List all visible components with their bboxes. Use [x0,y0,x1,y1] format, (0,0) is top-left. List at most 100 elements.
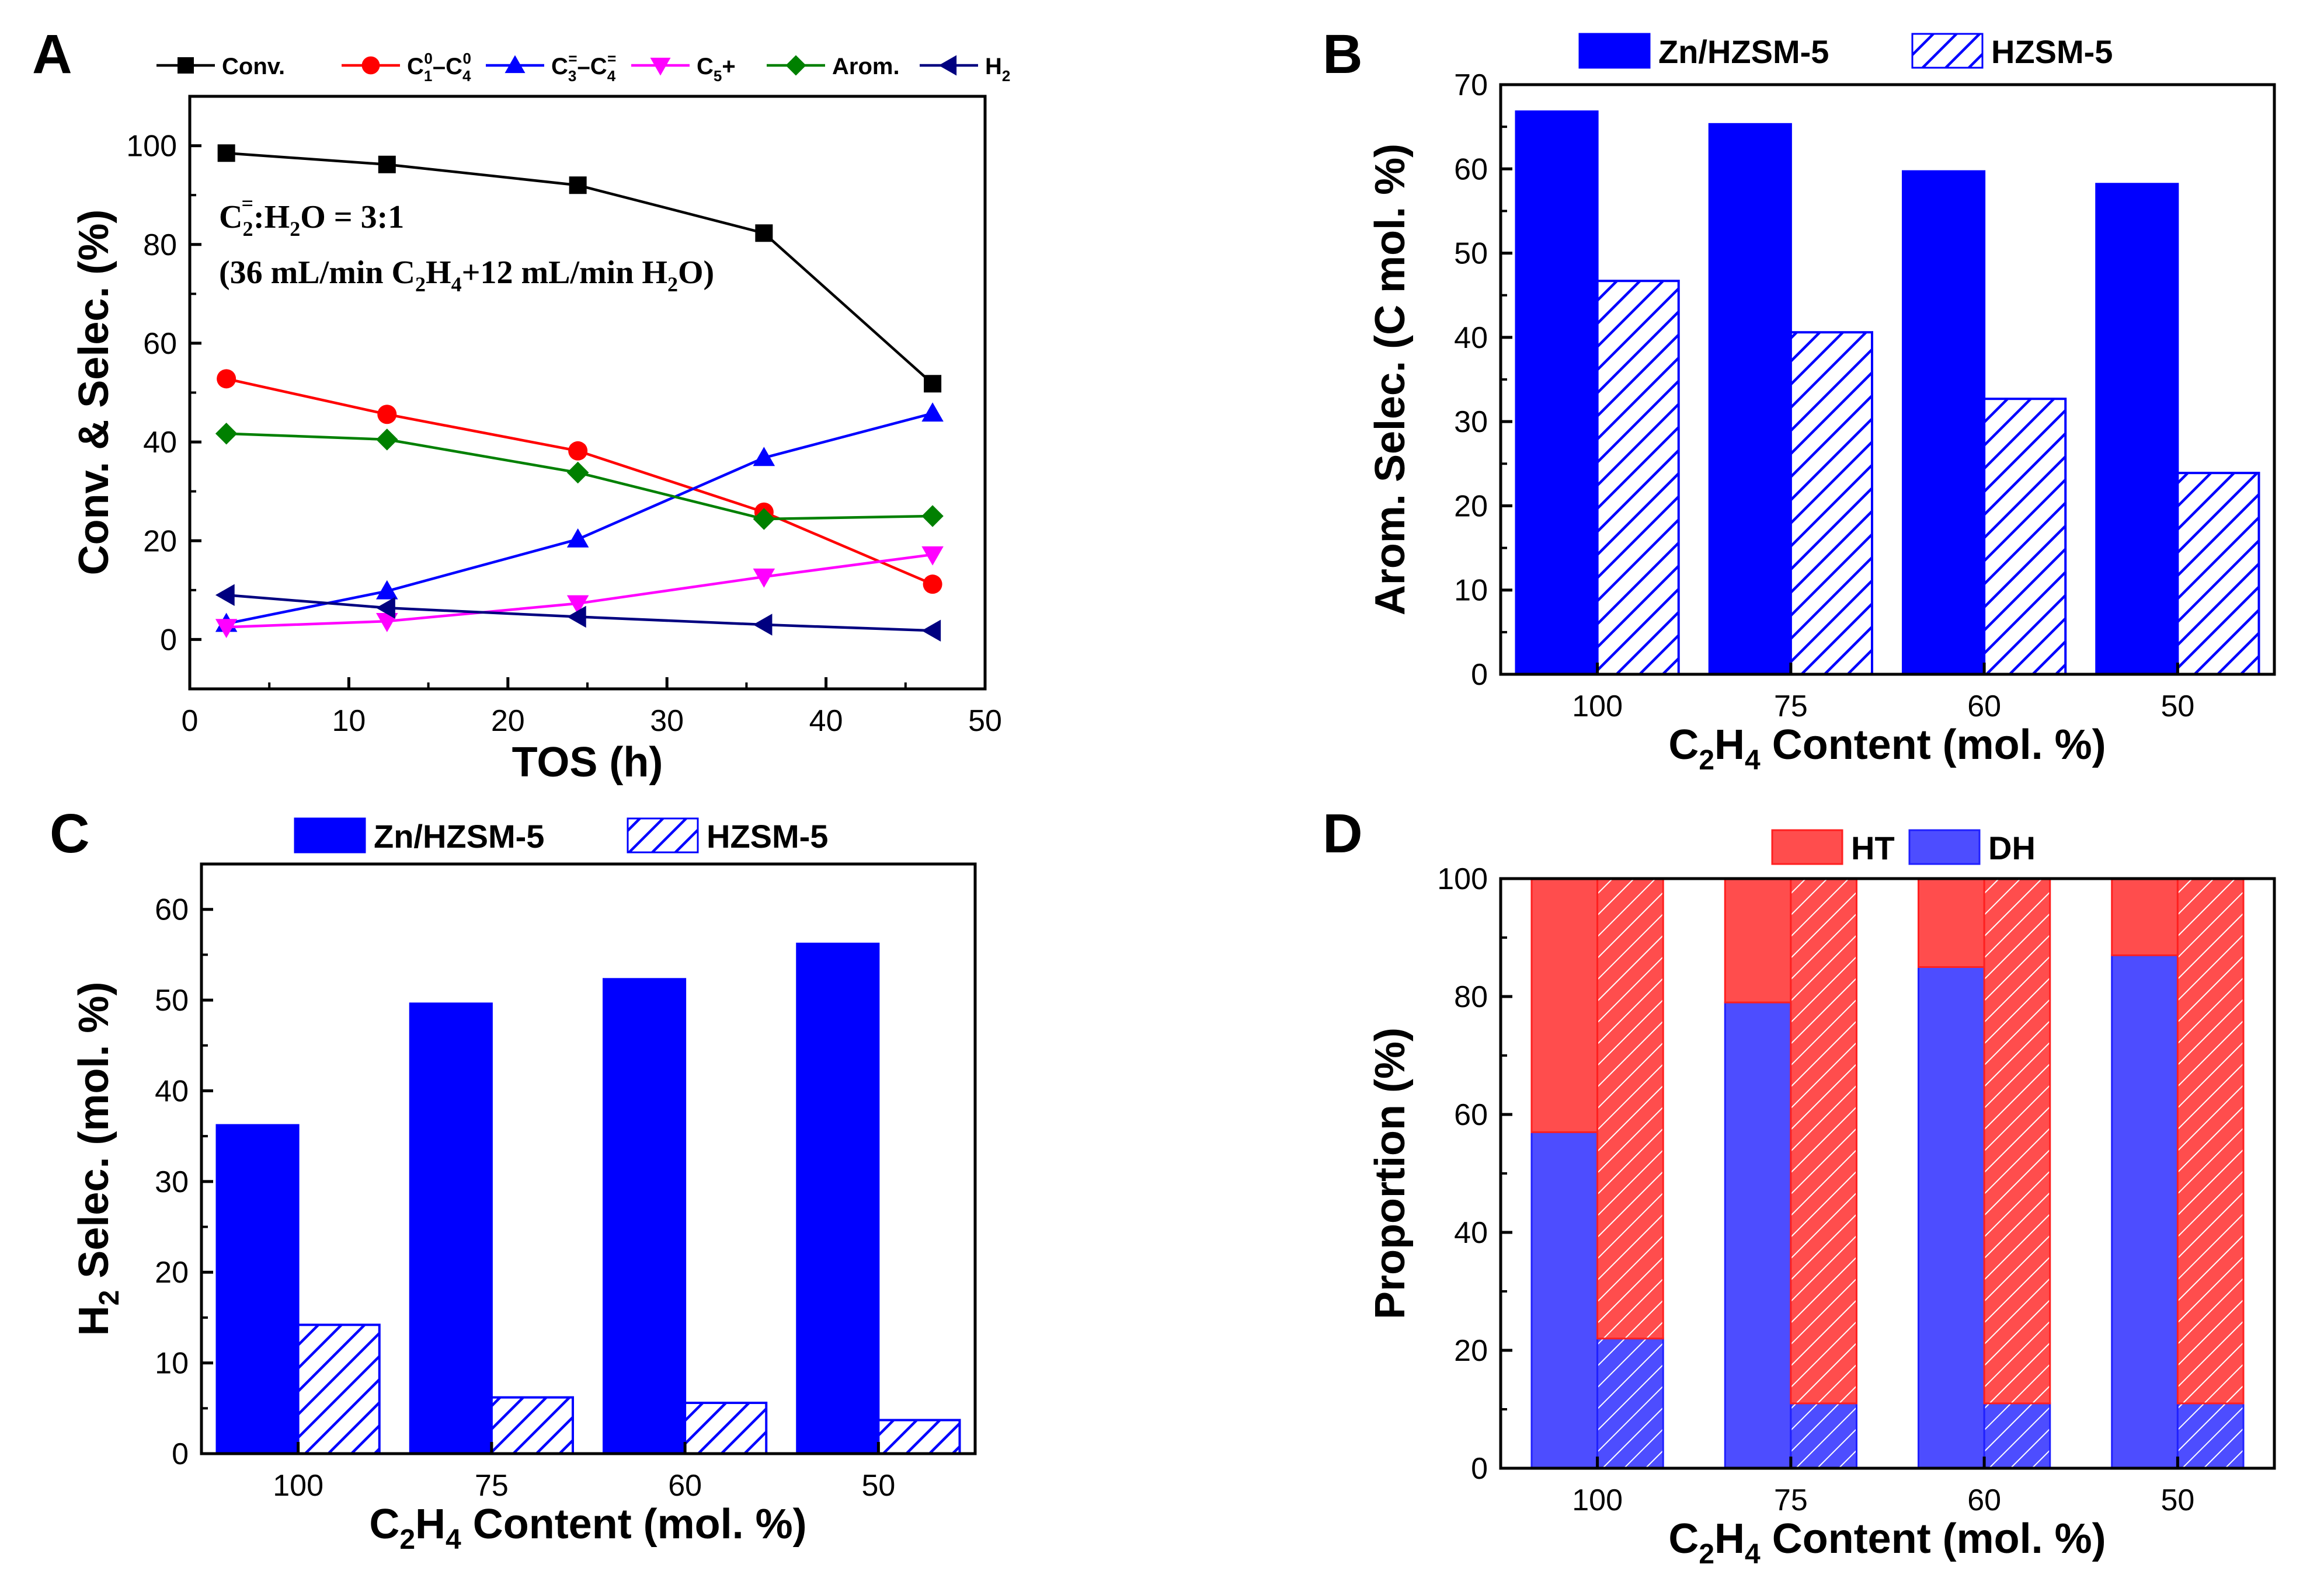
panel-b-y-tick-label: 10 [1454,574,1488,608]
panel-c-y-tick-label: 0 [172,1437,189,1471]
panel-c-y-tick-label: 30 [155,1165,189,1199]
panel-c-bar-hzsm5 [877,1419,961,1455]
panel-b-legend: Zn/HZSM-5 HZSM-5 [1578,33,2113,70]
panel-c-bar-zn-hzsm5 [409,1002,493,1455]
panel-a-legend-marker [505,55,526,74]
panel-a-annotation-line1: C2=:H2O = 3:1 [219,191,404,241]
panel-c-x-axis-label: C2H4 Content (mol. %) [369,1501,806,1555]
panel-label-d: D [1323,803,1363,865]
panel-a-legend-label: C5+ [697,54,736,85]
panel-d-bar-ht [2176,877,2245,1405]
panel-c-x-tick-label: 100 [273,1469,323,1503]
panel-b-y-tick-label: 40 [1454,321,1488,355]
panel-a-data-point [378,155,396,173]
panel-a-data-point [566,461,589,484]
panel-b-y-tick-label: 30 [1454,405,1488,439]
panel-a-y-axis-label: Conv. & Selec. (%) [71,210,117,576]
panel-a-axes: 0 10 20 30 40 50 0 20 40 60 80 100 [126,130,1002,738]
panel-d-bar-ht [1983,877,2051,1405]
panel-a-plot-frame [188,95,987,691]
legend-label-hzsm5: HZSM-5 [1991,33,2113,70]
panel-b-bars [1515,110,2260,676]
panel-a-data-point [215,584,235,607]
panel-c-bar-zn-hzsm5 [603,978,687,1455]
panel-d-y-axis-label: Proportion (%) [1367,1027,1414,1319]
legend-swatch-hzsm5 [1911,33,1984,69]
panel-a-data-point [921,619,941,642]
panel-c-plot-frame [200,862,977,1455]
panel-b-x-tick-label: 75 [1774,689,1808,723]
panel-label-c: C [50,803,90,865]
panel-a-data-point [566,528,589,548]
panel-b-y-tick-label: 60 [1454,152,1488,186]
panel-d-x-tick-label: 100 [1572,1483,1623,1517]
panel-a-data-point [376,597,395,619]
legend-swatch-zn-hzsm5 [1578,33,1651,69]
legend-label-ht: HT [1851,830,1895,866]
panel-b-axes: 0 10 20 30 40 50 60 70 100 75 60 50 [1454,68,2194,723]
panel-a-x-axis-label: TOS (h) [512,739,663,786]
legend-label-zn-hzsm5: Zn/HZSM-5 [374,818,544,855]
panel-c-bar-chart: Zn/HZSM-5 HZSM-5 0 10 20 30 40 50 60 100 75 60 50 C… [71,817,977,1555]
panel-d-x-tick-label: 75 [1774,1483,1808,1517]
panel-d-bar-dh [2176,1402,2245,1469]
panel-d-x-tick-label: 50 [2161,1483,2194,1517]
panel-a-x-tick-label: 50 [968,704,1002,738]
panel-b-x-axis-label: C2H4 Content (mol. %) [1668,722,2106,776]
panel-c-y-tick-label: 50 [155,984,189,1018]
panel-b-x-tick-label: 50 [2161,689,2194,723]
panel-a-x-tick-label: 20 [491,704,525,738]
panel-d-axes: 0 20 40 60 80 100 100 75 60 50 [1437,862,2194,1517]
panel-b-y-tick-label: 50 [1454,237,1488,271]
panel-a-legend-marker [361,56,380,75]
panel-a-legend-marker [178,57,194,74]
panel-a-data-point [921,546,944,566]
panel-a-data-point [215,619,238,639]
panel-b-bar-hzsm5 [2176,472,2260,676]
panel-d-x-axis-label: C2H4 Content (mol. %) [1668,1516,2106,1570]
panel-d-bar-ht [1530,877,1599,1133]
panel-a-x-tick-label: 0 [182,704,199,738]
panel-a-data-point [568,441,588,461]
panel-a-legend-marker [938,55,957,76]
panel-a-line-chart: Conv. C10–C40 C3=–C4= C5+ Arom. H2 0 10 20 30 40 5… [71,50,1010,786]
panel-a-data-point [566,605,586,628]
panel-d-y-tick-label: 60 [1454,1098,1488,1132]
panel-a-data-point [753,447,775,466]
panel-a-legend-marker [785,55,806,76]
panel-a-x-tick-label: 30 [650,704,684,738]
panel-a-data-point [569,176,587,194]
panel-a-legend-label: C3=–C4= [551,50,616,85]
panel-a-data-point [215,422,238,445]
panel-c-y-tick-label: 60 [155,893,189,927]
panel-a-data-point [753,568,775,588]
panel-a-y-tick-label: 100 [126,130,177,163]
legend-label-dh: DH [1988,830,2036,866]
panel-c-x-tick-label: 60 [668,1469,702,1503]
panel-a-legend-label: H2 [985,54,1010,85]
panel-d-legend: HT DH [1771,829,2036,866]
panel-b-y-tick-label: 0 [1471,658,1488,692]
panel-a-data-point [377,405,397,424]
panel-b-bar-zn-hzsm5 [1902,170,1986,676]
panel-a-y-tick-label: 40 [143,426,177,459]
panel-a-data-point [921,402,944,422]
panel-c-legend: Zn/HZSM-5 HZSM-5 [294,817,828,855]
panel-b-bar-zn-hzsm5 [1515,110,1599,675]
legend-label-hzsm5: HZSM-5 [707,818,828,855]
panel-b-y-axis-label: Arom. Selec. (C mol. %) [1367,144,1414,615]
panel-b-x-tick-label: 60 [1967,689,2001,723]
panel-c-axes: 0 10 20 30 40 50 60 100 75 60 50 [155,893,895,1503]
panel-d-bar-ht [1790,877,1857,1405]
panel-a-y-tick-label: 0 [160,623,177,657]
panel-d-bar-dh [1918,966,1985,1469]
panel-c-y-axis-label: H2 Selec. (mol. %) [71,982,125,1336]
panel-a-data-point [566,595,589,615]
panel-d-bar-dh [1596,1337,1664,1469]
legend-swatch-dh [1908,829,1981,865]
panel-a-legend-marker [650,57,671,76]
panel-b-bar-chart: Zn/HZSM-5 HZSM-5 0 10 20 30 40 50 60 70 100 75 60 50… [1367,33,2276,776]
panel-a-y-tick-label: 20 [143,524,177,558]
panel-a-legend: Conv. C10–C40 C3=–C4= C5+ Arom. H2 [156,50,1010,85]
